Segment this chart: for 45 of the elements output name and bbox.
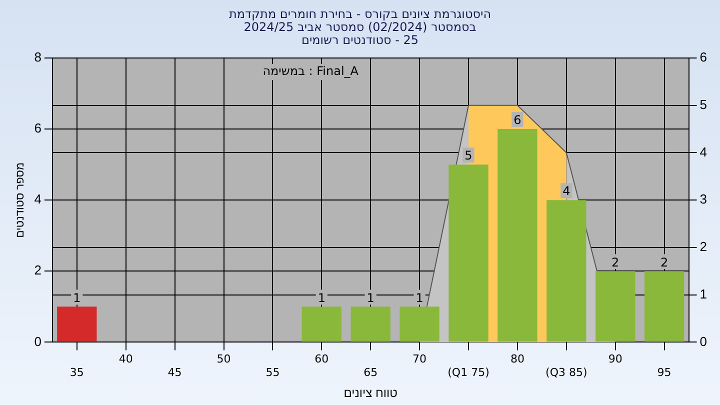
x-tick-label: 40 [118,352,133,366]
bar [57,306,97,342]
x-tick-label: 90 [608,352,622,366]
y-tick-label: 2 [34,262,42,278]
x-tick-label: (Q3 85) [546,366,588,379]
bar [302,306,342,342]
bar [400,306,440,342]
y2-tick-label: 3 [700,192,708,207]
chart-subtitle: בסמסטר (02/2024) סמסטר אביב 2024/25 25 - סטודנטים רשומים [244,20,478,47]
y-tick-label: 6 [34,120,42,136]
data-label: 5 [464,148,472,163]
x-tick-label: (Q1 75) [448,366,490,379]
x-tick-label: 80 [510,352,524,366]
x-tick-label: 55 [266,366,280,379]
y-tick-label: 0 [34,334,42,349]
data-label: 4 [562,184,570,198]
y2-tick-label: 1 [700,286,708,302]
y-tick-label: 4 [34,192,42,207]
x-tick-label: 50 [216,352,231,366]
x-tick-label: 70 [412,352,427,366]
x-tick-label: 95 [657,366,672,379]
y-tick-label: 8 [34,50,42,65]
data-label: 2 [660,255,668,270]
x-tick-label: 65 [364,366,378,379]
bar [498,129,538,342]
y-axis-title: מספר סטודנטים [14,162,27,238]
y2-tick-label: 6 [700,50,708,65]
y2-tick-label: 0 [700,334,708,349]
y2-tick-label: 4 [700,144,708,160]
x-tick-label: 60 [314,352,329,366]
data-label: 1 [318,290,326,305]
data-label: 1 [366,290,374,305]
x-axis-title: טווח ציונים [344,386,398,400]
y2-tick-label: 2 [700,239,708,254]
y2-tick-label: 5 [700,96,708,112]
bar [350,306,390,342]
annotation: במשימה : Final_A [262,64,360,78]
chart-title: היסטוגרמת ציונים בקורס - בחירת חומרים מתקדמת [228,7,492,21]
data-label: 1 [416,290,424,305]
bar [644,271,684,342]
data-label: 6 [514,113,522,128]
data-label: 2 [612,255,620,270]
x-tick-label: 35 [70,366,84,379]
x-tick-label: 45 [168,366,182,379]
data-label: 1 [73,290,81,305]
